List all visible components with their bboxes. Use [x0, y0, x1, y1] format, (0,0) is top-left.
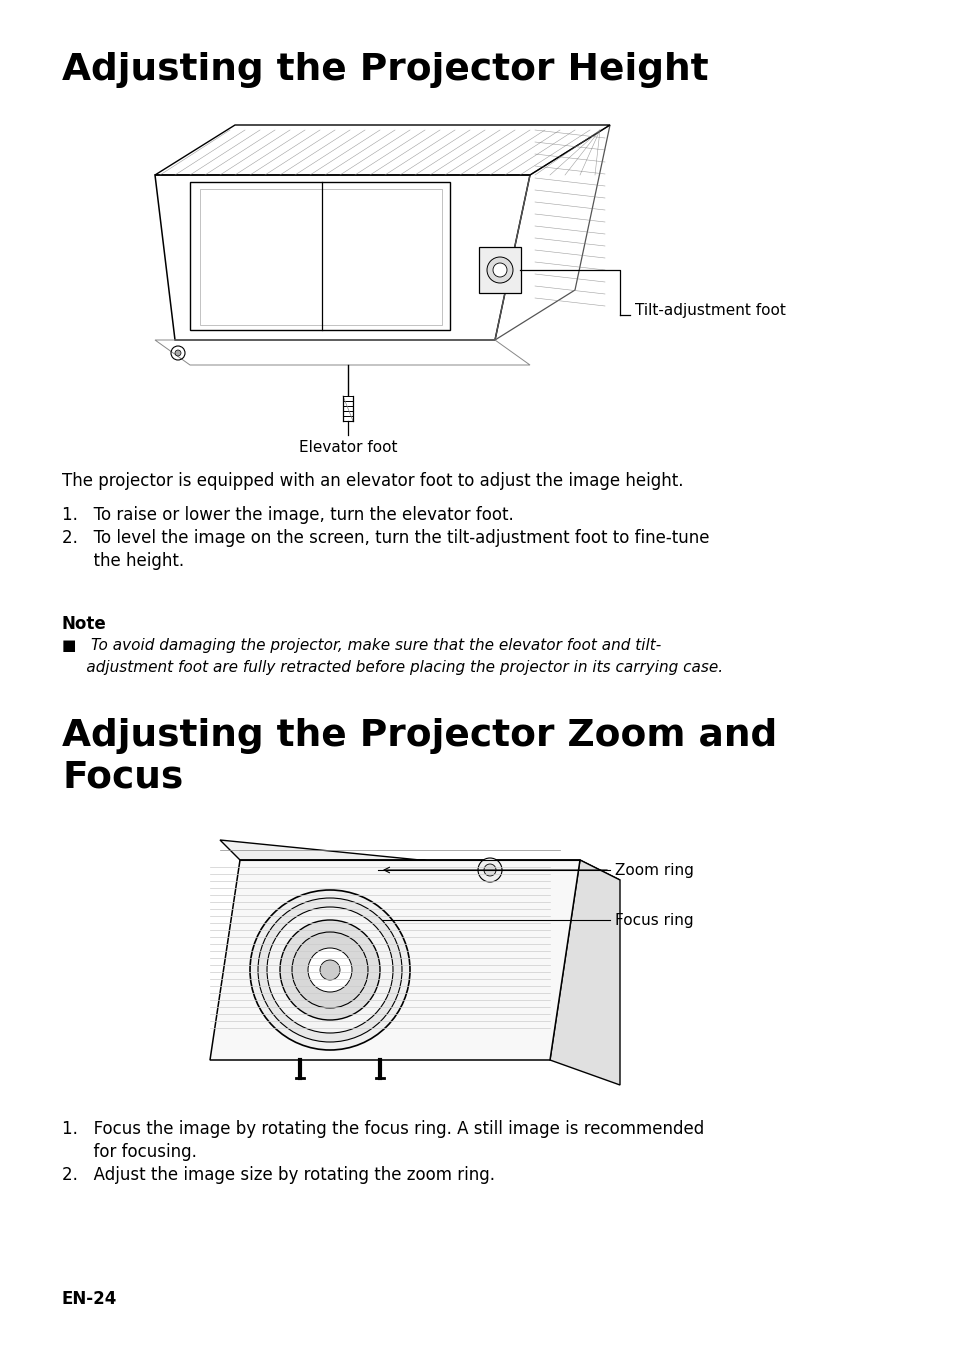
Text: the height.: the height. — [62, 552, 184, 571]
Circle shape — [257, 898, 401, 1042]
Circle shape — [483, 864, 496, 876]
Text: Adjusting the Projector Zoom and
Focus: Adjusting the Projector Zoom and Focus — [62, 718, 777, 795]
Circle shape — [486, 257, 513, 283]
Text: for focusing.: for focusing. — [62, 1142, 196, 1161]
Circle shape — [280, 919, 379, 1019]
Text: 1.   Focus the image by rotating the focus ring. A still image is recommended: 1. Focus the image by rotating the focus… — [62, 1119, 703, 1138]
Text: 1.   To raise or lower the image, turn the elevator foot.: 1. To raise or lower the image, turn the… — [62, 506, 514, 525]
Circle shape — [267, 907, 393, 1033]
Circle shape — [319, 960, 339, 980]
Text: Adjusting the Projector Height: Adjusting the Projector Height — [62, 51, 708, 88]
Polygon shape — [550, 860, 619, 1086]
Text: Elevator foot: Elevator foot — [298, 439, 396, 456]
Text: Focus ring: Focus ring — [615, 913, 693, 927]
Circle shape — [493, 264, 506, 277]
Text: Tilt-adjustment foot: Tilt-adjustment foot — [635, 303, 785, 318]
Circle shape — [292, 932, 368, 1009]
Text: The projector is equipped with an elevator foot to adjust the image height.: The projector is equipped with an elevat… — [62, 472, 682, 489]
Text: adjustment foot are fully retracted before placing the projector in its carrying: adjustment foot are fully retracted befo… — [62, 660, 722, 675]
Polygon shape — [210, 860, 579, 1060]
Circle shape — [308, 948, 352, 992]
Text: Note: Note — [62, 615, 107, 633]
Text: 2.   Adjust the image size by rotating the zoom ring.: 2. Adjust the image size by rotating the… — [62, 1165, 495, 1184]
Circle shape — [174, 350, 181, 356]
Text: EN-24: EN-24 — [62, 1290, 117, 1307]
Polygon shape — [220, 840, 619, 880]
Text: 2.   To level the image on the screen, turn the tilt-adjustment foot to fine-tun: 2. To level the image on the screen, tur… — [62, 529, 709, 548]
Text: ■   To avoid damaging the projector, make sure that the elevator foot and tilt-: ■ To avoid damaging the projector, make … — [62, 638, 660, 653]
Circle shape — [250, 890, 410, 1051]
Circle shape — [477, 859, 501, 882]
Text: Zoom ring: Zoom ring — [615, 863, 693, 877]
FancyBboxPatch shape — [478, 247, 520, 293]
